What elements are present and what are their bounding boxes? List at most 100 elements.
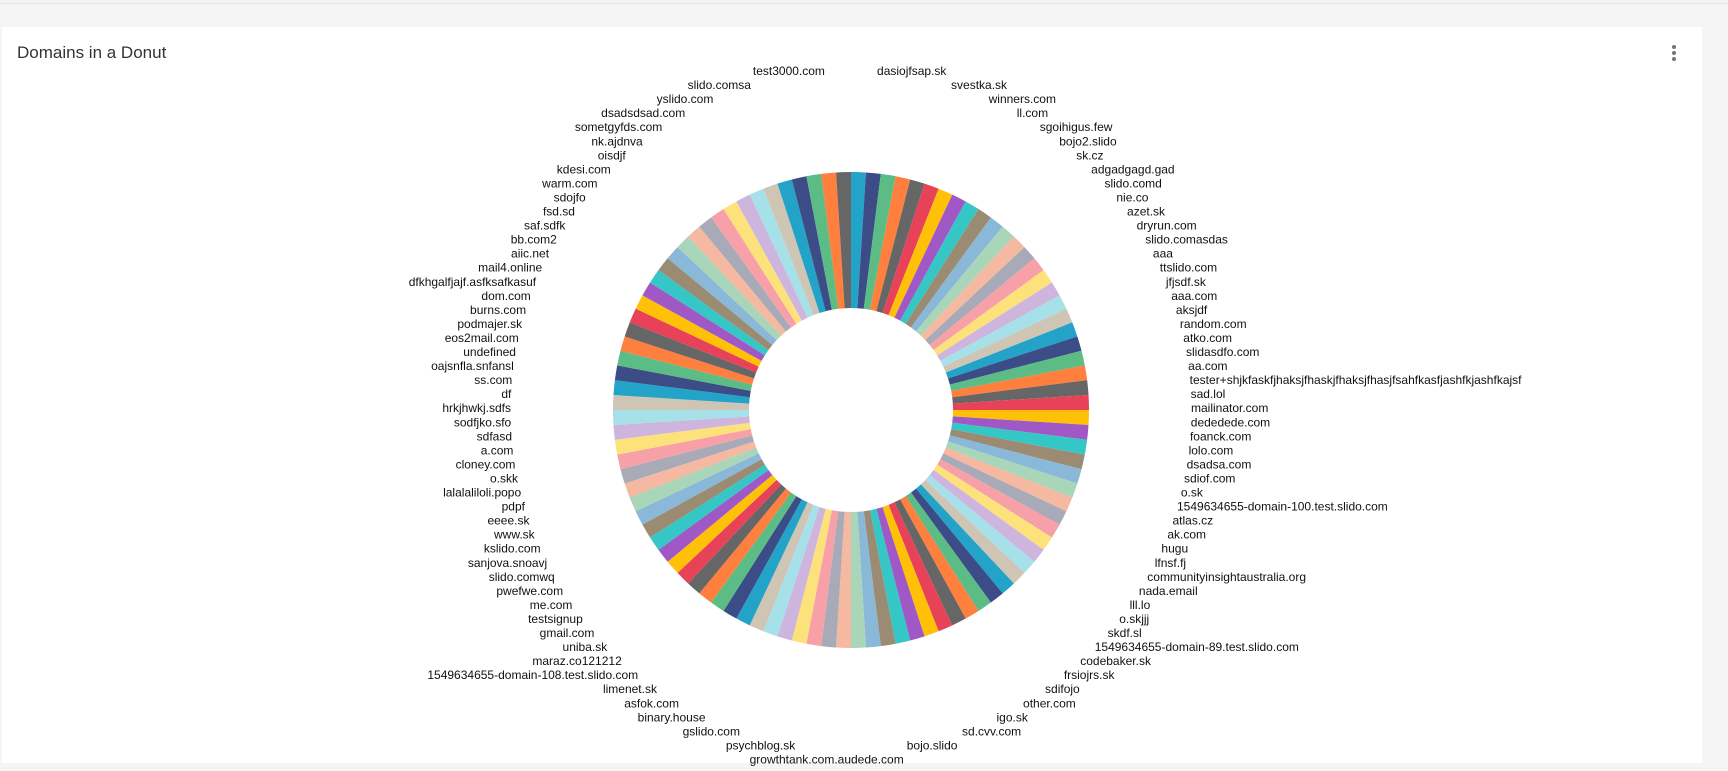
donut-slice[interactable] bbox=[940, 295, 1067, 367]
donut-slice[interactable] bbox=[945, 441, 1078, 498]
donut-slice[interactable] bbox=[763, 504, 820, 637]
donut-slice[interactable] bbox=[925, 247, 1035, 345]
donut-slice[interactable] bbox=[629, 447, 759, 512]
donut-slice[interactable] bbox=[613, 410, 750, 425]
donut-slice[interactable] bbox=[677, 236, 782, 341]
donut-slice[interactable] bbox=[723, 201, 802, 324]
donut-slice[interactable] bbox=[763, 183, 820, 316]
donut-slice[interactable] bbox=[617, 429, 753, 470]
donut-slice[interactable] bbox=[949, 350, 1085, 391]
donut-slice[interactable] bbox=[857, 511, 881, 648]
donut-slice[interactable] bbox=[952, 416, 1089, 440]
donut-slice[interactable] bbox=[635, 453, 762, 525]
donut-slice[interactable] bbox=[613, 395, 750, 410]
donut-slice[interactable] bbox=[617, 350, 753, 391]
donut-slice[interactable] bbox=[870, 176, 911, 312]
donut-slice[interactable] bbox=[857, 172, 881, 309]
donut-slice[interactable] bbox=[624, 322, 757, 379]
donut-slice[interactable] bbox=[929, 258, 1044, 351]
donut-slice[interactable] bbox=[905, 492, 991, 611]
donut-slice[interactable] bbox=[699, 488, 792, 603]
donut-slice[interactable] bbox=[777, 507, 826, 641]
donut-slice[interactable] bbox=[711, 492, 797, 611]
donut-slice[interactable] bbox=[624, 441, 757, 498]
donut-slice[interactable] bbox=[791, 176, 832, 312]
donut-slice[interactable] bbox=[749, 502, 814, 632]
donut-slice[interactable] bbox=[821, 172, 845, 309]
donut-slice[interactable] bbox=[851, 172, 866, 309]
donut-slice[interactable] bbox=[948, 336, 1082, 385]
donut-slice[interactable] bbox=[658, 469, 773, 562]
donut-slice[interactable] bbox=[937, 459, 1060, 538]
donut-slice[interactable] bbox=[736, 194, 808, 321]
donut-slice[interactable] bbox=[894, 499, 966, 626]
donut-slice[interactable] bbox=[736, 499, 808, 626]
donut-slice[interactable] bbox=[945, 322, 1078, 379]
donut-slice[interactable] bbox=[677, 479, 782, 584]
donut-slice[interactable] bbox=[806, 510, 839, 647]
kebab-menu-icon[interactable] bbox=[1668, 45, 1680, 65]
donut-slice[interactable] bbox=[910, 217, 1003, 332]
donut-slice[interactable] bbox=[806, 173, 839, 310]
donut-slice[interactable] bbox=[723, 496, 802, 619]
donut-slice[interactable] bbox=[894, 194, 966, 321]
donut-slice[interactable] bbox=[943, 447, 1073, 512]
donut-slice[interactable] bbox=[642, 282, 765, 361]
donut-slice[interactable] bbox=[925, 475, 1035, 573]
donut-slice[interactable] bbox=[667, 475, 777, 573]
donut-slice[interactable] bbox=[952, 395, 1089, 410]
donut-slice[interactable] bbox=[635, 295, 762, 367]
donut-slice[interactable] bbox=[699, 217, 792, 332]
donut-slice[interactable] bbox=[613, 416, 750, 440]
donut-slice[interactable] bbox=[937, 282, 1060, 361]
donut-slice[interactable] bbox=[836, 511, 851, 648]
donut-slice[interactable] bbox=[688, 484, 786, 594]
donut-slice[interactable] bbox=[916, 484, 1014, 594]
donut-slice[interactable] bbox=[900, 496, 979, 619]
donut-slice[interactable] bbox=[916, 226, 1014, 336]
donut-slice[interactable] bbox=[791, 508, 832, 644]
donut-slice[interactable] bbox=[951, 422, 1088, 455]
donut-slice[interactable] bbox=[642, 459, 765, 538]
donut-slice[interactable] bbox=[952, 410, 1089, 425]
donut-slice[interactable] bbox=[888, 502, 953, 632]
donut-slice[interactable] bbox=[876, 507, 925, 641]
donut-slice[interactable] bbox=[920, 236, 1025, 341]
donut-slice[interactable] bbox=[863, 173, 896, 310]
donut-slice[interactable] bbox=[614, 365, 751, 398]
donut-slice[interactable] bbox=[836, 172, 851, 309]
donut-slice[interactable] bbox=[882, 183, 939, 316]
donut-slice[interactable] bbox=[613, 380, 750, 404]
donut-slice[interactable] bbox=[876, 179, 925, 313]
donut-slice[interactable] bbox=[870, 508, 911, 644]
donut-slice[interactable] bbox=[629, 308, 759, 373]
donut-slice[interactable] bbox=[650, 464, 769, 550]
donut-slice[interactable] bbox=[650, 270, 769, 356]
donut-slice[interactable] bbox=[851, 511, 866, 648]
donut-slice[interactable] bbox=[943, 308, 1073, 373]
donut-slice[interactable] bbox=[900, 201, 979, 324]
donut-slice[interactable] bbox=[749, 188, 814, 318]
donut-slice[interactable] bbox=[688, 226, 786, 336]
donut-slice[interactable] bbox=[777, 179, 826, 313]
donut-slice[interactable] bbox=[821, 511, 845, 648]
donut-slice[interactable] bbox=[951, 365, 1088, 398]
donut-slice[interactable] bbox=[933, 464, 1052, 550]
donut-slice[interactable] bbox=[948, 435, 1082, 484]
donut-slice[interactable] bbox=[882, 504, 939, 637]
donut-slice[interactable] bbox=[920, 479, 1025, 584]
donut-slice[interactable] bbox=[929, 469, 1044, 562]
donut-slice[interactable] bbox=[658, 258, 773, 351]
donut-slice[interactable] bbox=[711, 209, 797, 328]
donut-slice[interactable] bbox=[905, 209, 991, 328]
donut-slice[interactable] bbox=[910, 488, 1003, 603]
donut-slice[interactable] bbox=[667, 247, 777, 345]
donut-slice[interactable] bbox=[888, 188, 953, 318]
donut-slice[interactable] bbox=[620, 435, 754, 484]
donut-slice[interactable] bbox=[952, 380, 1089, 404]
donut-slice[interactable] bbox=[614, 422, 751, 455]
donut-slice[interactable] bbox=[863, 510, 896, 647]
donut-slice[interactable] bbox=[933, 270, 1052, 356]
donut-slice[interactable] bbox=[940, 453, 1067, 525]
donut-slice[interactable] bbox=[620, 336, 754, 385]
